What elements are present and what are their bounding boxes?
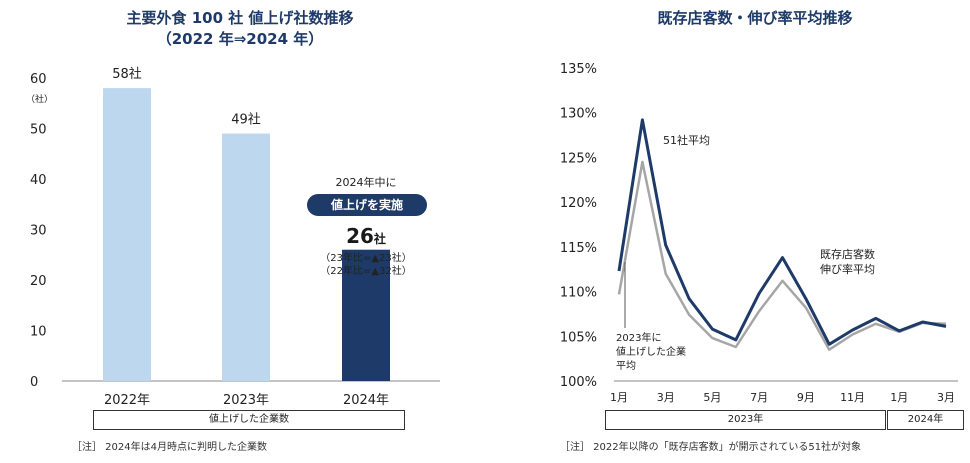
y-tick-label: 120% bbox=[560, 196, 597, 211]
y-tick-label: 110% bbox=[560, 286, 597, 301]
annotation-customers-1: 既存店客数 bbox=[820, 247, 875, 261]
y-tick-label: 125% bbox=[560, 151, 597, 166]
x-tick-label: 3月 bbox=[937, 391, 955, 404]
annotation-detail-1: （23年比=▲23社） bbox=[320, 251, 412, 264]
bar-data-label: 49社 bbox=[231, 112, 261, 128]
bar bbox=[222, 133, 270, 381]
y-tick-label: 130% bbox=[560, 107, 597, 122]
annotation-pill: 値上げを実施 bbox=[307, 194, 427, 216]
y-tick-label: 115% bbox=[560, 241, 597, 256]
left-chart-panel: 主要外食 100 社 値上げ社数推移 （2022 年⇒2024 年） 0 10 20… bbox=[0, 0, 480, 463]
x-tick-label: 3月 bbox=[657, 391, 675, 404]
x-tick-label: 11月 bbox=[840, 391, 865, 404]
x-tick-label: 2023年 bbox=[223, 393, 269, 408]
bar bbox=[342, 249, 390, 381]
y-tick-label: 105% bbox=[560, 330, 597, 345]
big-value-number: 26 bbox=[346, 224, 374, 248]
left-chart-note: ［注］ 2024年は4月時点に判明した企業数 bbox=[72, 442, 267, 453]
x-tick-label: 1月 bbox=[610, 391, 628, 404]
bar-chart: 0 10 20 30 40 50 60 （社） 2022年 58社 2023年 49社 2024年 202… bbox=[26, 66, 440, 408]
series-label-51-avg: 51社平均 bbox=[663, 133, 710, 147]
y-tick-label: 0 bbox=[30, 375, 38, 390]
left-chart-title: 主要外食 100 社 値上げ社数推移 （2022 年⇒2024 年） bbox=[0, 8, 480, 50]
year-box-2023: 2023年 bbox=[605, 410, 886, 430]
y-tick-label: 30 bbox=[30, 224, 47, 239]
annotation-company-3: 平均 bbox=[616, 360, 636, 372]
annotation-big-value: 26社 bbox=[346, 224, 386, 248]
right-chart-panel: 既存店客数・伸び率平均推移 100% 105% 110% 115% 120% 125% 13… bbox=[540, 0, 970, 463]
y-tick-label: 40 bbox=[30, 173, 47, 188]
y-tick-label: 100% bbox=[560, 375, 597, 390]
series-line-price-up-avg bbox=[617, 160, 947, 351]
y-tick-label: 50 bbox=[30, 123, 47, 138]
y-tick-label: 60 bbox=[30, 72, 47, 87]
annotation-line1: 2024年中に bbox=[336, 175, 397, 189]
left-chart-title-main: 主要外食 100 社 値上げ社数推移 bbox=[126, 9, 354, 27]
y-tick-label: 135% bbox=[560, 62, 597, 77]
series-line-51-avg bbox=[617, 118, 947, 346]
x-axis-box-label: 値上げした企業数 bbox=[93, 410, 405, 430]
x-tick-label: 2022年 bbox=[104, 393, 150, 408]
annotation-detail-2: （22年比=▲32社） bbox=[320, 264, 412, 277]
right-chart-note: ［注］ 2022年以降の「既存店客数」が開示されている51社が対象 bbox=[560, 442, 862, 453]
y-axis-unit: （社） bbox=[26, 93, 53, 105]
annotation-customers-2: 伸び率平均 bbox=[820, 262, 875, 276]
x-tick-label: 9月 bbox=[797, 391, 815, 404]
right-chart-title: 既存店客数・伸び率平均推移 bbox=[657, 9, 853, 27]
annotation-company-1: 2023年に bbox=[616, 331, 661, 344]
big-value-unit: 社 bbox=[373, 231, 386, 246]
x-tick-label: 5月 bbox=[703, 391, 721, 404]
year-box-2024: 2024年 bbox=[887, 410, 964, 430]
x-tick-label: 1月 bbox=[890, 391, 908, 404]
line-chart: 100% 105% 110% 115% 120% 125% 130% 135% 1月 3月 5月 7月… bbox=[560, 62, 958, 404]
annotation-company-2: 値上げした企業 bbox=[616, 345, 686, 358]
left-chart-subtitle: （2022 年⇒2024 年） bbox=[156, 30, 324, 48]
x-tick-label: 7月 bbox=[750, 391, 768, 404]
bar-data-label: 58社 bbox=[112, 66, 142, 82]
x-tick-label: 2024年 bbox=[343, 393, 389, 408]
bar bbox=[103, 88, 151, 381]
y-tick-label: 10 bbox=[30, 325, 47, 340]
y-tick-label: 20 bbox=[30, 274, 47, 289]
